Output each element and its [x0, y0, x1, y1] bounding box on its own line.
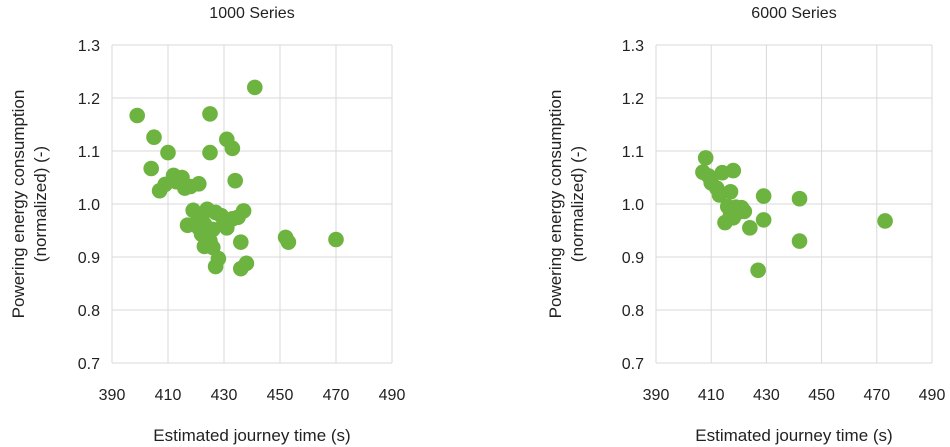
chart-title: 1000 Series	[209, 5, 294, 22]
y-tick-label: 1.2	[622, 91, 644, 108]
data-point	[725, 162, 742, 179]
x-tick-label: 410	[698, 387, 725, 404]
gridlines	[655, 44, 933, 364]
data-point	[755, 212, 772, 228]
data-point	[877, 213, 893, 229]
data-point	[129, 107, 145, 124]
data-point	[697, 150, 714, 166]
x-tick-label: 470	[323, 387, 350, 404]
y-tick-label: 0.7	[78, 356, 100, 373]
x-tick-label: 450	[808, 387, 835, 404]
data-point	[742, 220, 758, 236]
x-tick-label: 450	[267, 387, 294, 404]
data-point	[238, 255, 255, 272]
x-axis-label: Estimated journey time (s)	[153, 426, 350, 445]
data-point	[210, 250, 227, 267]
x-tick-label: 390	[99, 387, 126, 404]
y-tick-label: 0.8	[622, 303, 644, 320]
y-tick-label: 1.0	[622, 197, 644, 214]
chart-panel-0: 1000 Series 0.7 0.8 0.9 1.0 1.1 1.2 1.3 390 410 43…	[9, 5, 405, 445]
chart-title: 6000 Series	[751, 5, 836, 22]
y-tick-label: 1.1	[78, 144, 100, 161]
data-point	[160, 144, 176, 161]
chart-panel-1: 6000 Series 0.7 0.8 0.9 1.0 1.1 1.2 1.3 390 410 43…	[546, 5, 945, 445]
x-tick-label: 430	[211, 387, 238, 404]
data-point	[202, 144, 218, 161]
y-axis-label: Powering energy consumption (normalized) …	[546, 90, 587, 319]
data-point	[791, 190, 808, 207]
data-point	[233, 234, 249, 250]
x-tick-label: 410	[155, 387, 182, 404]
data-point	[750, 262, 766, 279]
y-tick-label: 0.9	[78, 250, 100, 267]
x-tick-label: 430	[753, 387, 780, 404]
x-axis-label: Estimated journey time (s)	[695, 426, 892, 445]
data-point	[224, 140, 241, 157]
data-point	[280, 234, 297, 250]
data-point	[227, 172, 243, 189]
data-point	[722, 184, 739, 200]
data-point	[202, 106, 218, 122]
data-point	[328, 231, 344, 248]
data-point	[736, 203, 753, 220]
y-axis-label-line: (normalized) (-)	[568, 146, 587, 262]
series-points	[129, 79, 344, 277]
y-axis-label-line: Powering energy consumption	[9, 90, 28, 319]
y-tick-label: 1.3	[622, 38, 644, 55]
data-point	[755, 188, 772, 204]
x-tick-label: 490	[919, 387, 946, 404]
y-axis-label: Powering energy consumption (normalized) …	[9, 90, 50, 319]
series-points	[695, 150, 893, 279]
gridlines	[111, 44, 393, 364]
y-tick-label: 0.8	[78, 303, 100, 320]
data-point	[247, 79, 263, 96]
data-point	[791, 233, 808, 249]
y-tick-label: 1.0	[78, 197, 100, 214]
y-tick-label: 1.3	[78, 38, 100, 55]
y-axis-label-line: (normalized) (-)	[31, 146, 50, 262]
data-point	[146, 129, 162, 146]
data-point	[205, 221, 221, 238]
y-tick-label: 0.7	[622, 356, 644, 373]
data-point	[143, 160, 159, 177]
x-tick-label: 490	[379, 387, 406, 404]
y-axis-label-line: Powering energy consumption	[546, 90, 565, 319]
x-tick-label: 470	[863, 387, 890, 404]
data-point	[235, 203, 252, 219]
y-tick-label: 0.9	[622, 250, 644, 267]
x-tick-label: 390	[643, 387, 670, 404]
y-tick-label: 1.2	[78, 91, 100, 108]
data-point	[191, 176, 207, 192]
y-tick-label: 1.1	[622, 144, 644, 161]
